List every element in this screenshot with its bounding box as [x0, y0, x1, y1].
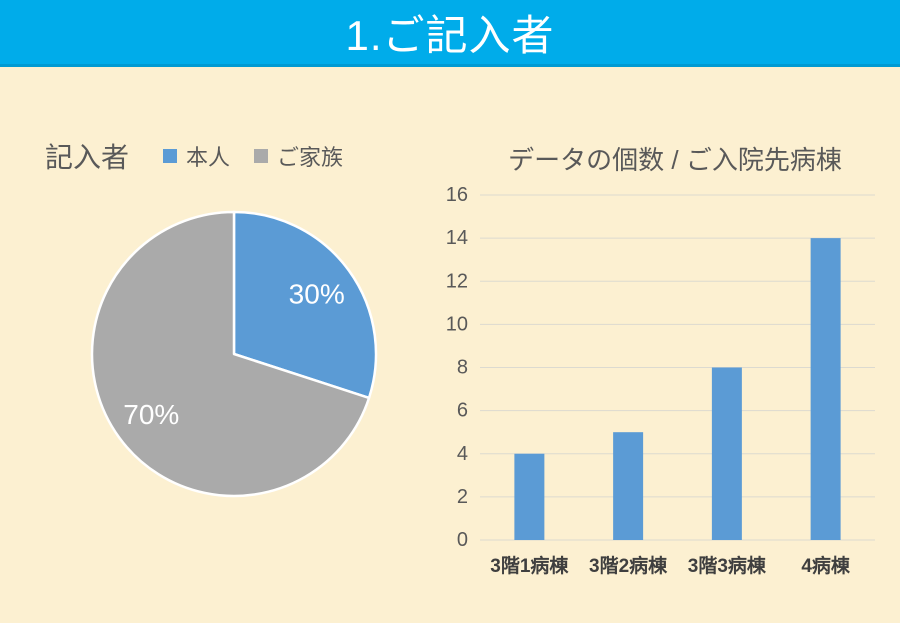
svg-text:6: 6	[457, 400, 468, 422]
slide-title-banner: 1.ご記入者	[0, 0, 900, 67]
pie-chart-header: 記入者 本人 ご家族	[45, 139, 343, 173]
svg-text:14: 14	[446, 227, 468, 249]
svg-text:12: 12	[446, 270, 468, 292]
svg-text:10: 10	[446, 313, 468, 335]
svg-text:8: 8	[457, 357, 468, 379]
legend-item-honnin: 本人	[163, 140, 230, 172]
bar-chart-title: データの個数 / ご入院先病棟	[508, 145, 842, 175]
legend-label-gokazoku: ご家族	[277, 145, 344, 170]
svg-text:3階2病棟: 3階2病棟	[589, 554, 668, 577]
svg-text:3階3病棟: 3階3病棟	[688, 554, 767, 577]
svg-text:4病棟: 4病棟	[801, 554, 851, 577]
pie-chart: 30% 70%	[90, 210, 378, 498]
bar-chart: 0 2 4 6 8 10 12 14 16 3階1病棟 3階2病棟 3階3病棟 4病棟	[446, 184, 875, 577]
legend-label-honnin: 本人	[186, 145, 231, 170]
svg-text:30%: 30%	[289, 279, 345, 310]
svg-text:2: 2	[457, 486, 468, 508]
slide-title: 1.ご記入者	[345, 11, 555, 59]
legend-swatch-blue-icon	[163, 149, 178, 163]
svg-text:4: 4	[457, 443, 468, 465]
pie-legend: 本人 ご家族	[163, 140, 343, 172]
svg-text:16: 16	[446, 184, 468, 206]
pie-chart-title: 記入者	[45, 142, 130, 173]
svg-text:0: 0	[457, 529, 468, 551]
legend-swatch-gray-icon	[254, 149, 269, 163]
svg-text:70%: 70%	[123, 399, 179, 430]
svg-text:3階1病棟: 3階1病棟	[490, 554, 569, 577]
legend-item-gokazoku: ご家族	[254, 140, 343, 172]
